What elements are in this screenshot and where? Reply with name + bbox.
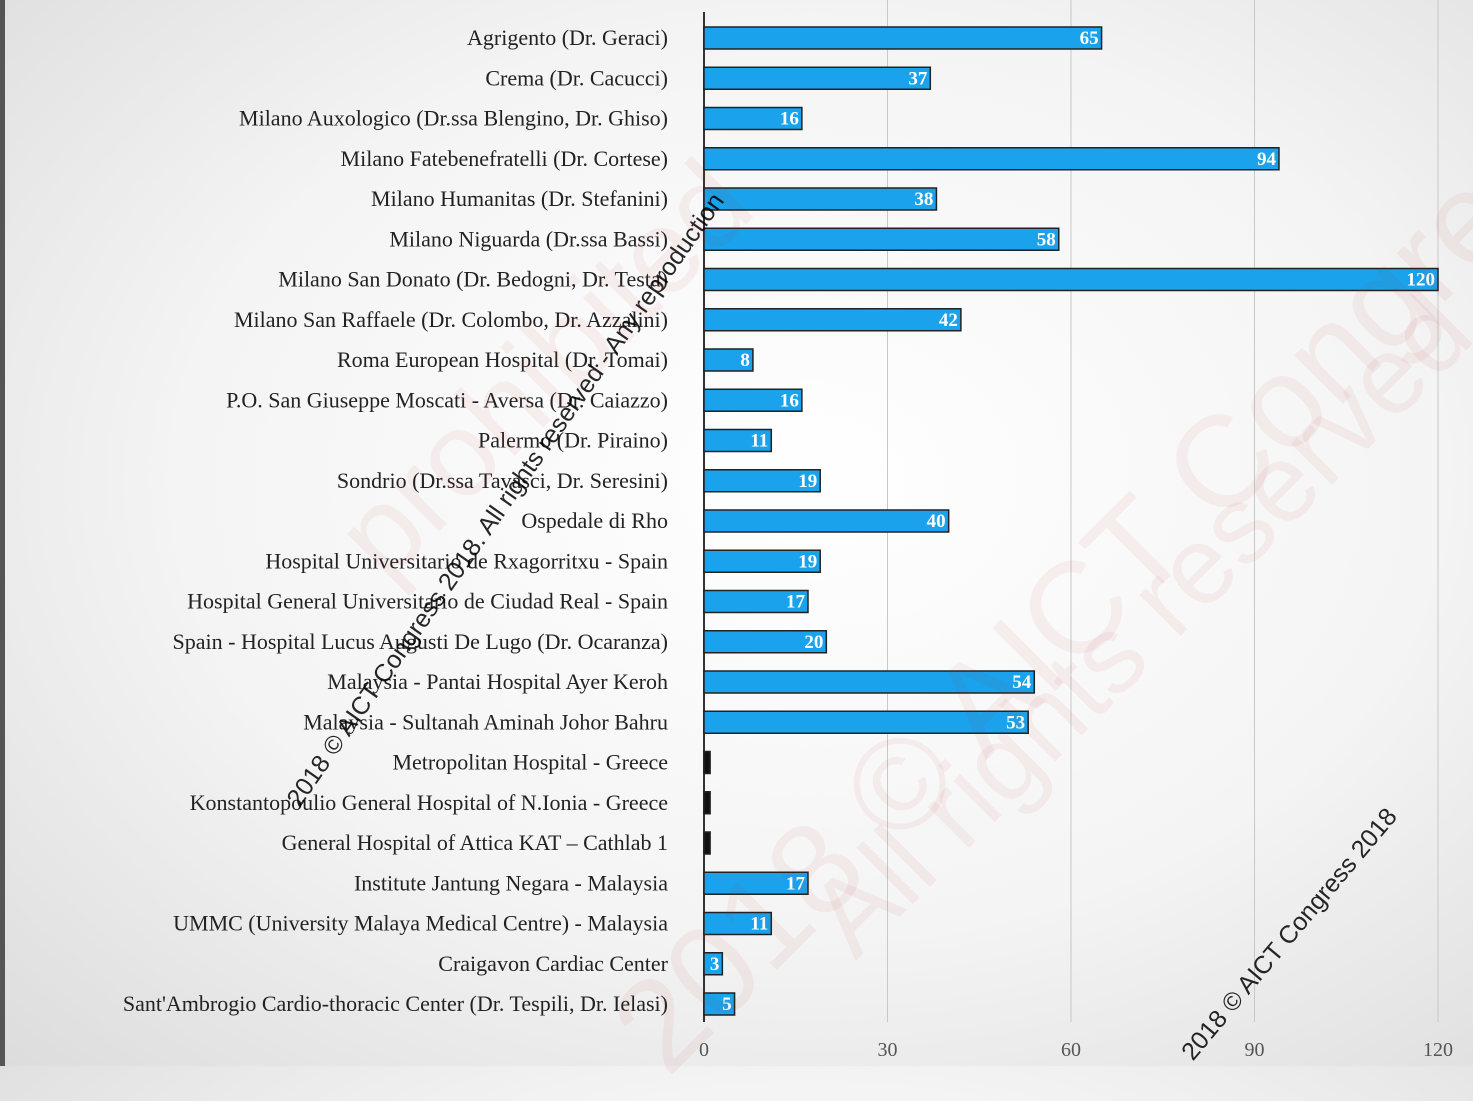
bar [703, 871, 809, 895]
category-label: Malaysia - Sultanah Aminah Johor Bahru [303, 709, 668, 734]
category-label: Crema (Dr. Cacucci) [485, 65, 668, 90]
bar [703, 187, 938, 211]
category-label: Spain - Hospital Lucus Augusti De Lugo (… [173, 629, 669, 654]
category-label: Agrigento (Dr. Geraci) [467, 25, 668, 50]
bar [703, 750, 711, 775]
bar-value-label: 5 [722, 994, 732, 1015]
bar-layer [703, 26, 1439, 1016]
category-label: General Hospital of Attica KAT – Cathlab… [282, 830, 668, 855]
bar [703, 348, 754, 372]
bar [703, 831, 711, 855]
x-tick-label: 120 [1423, 1039, 1453, 1061]
bar [703, 509, 950, 533]
bar [703, 428, 773, 453]
bar [703, 911, 773, 936]
left-frame-border [0, 0, 5, 1066]
bar [703, 549, 821, 573]
bar-value-label: 53 [1006, 712, 1025, 733]
bar [703, 26, 1103, 50]
bar [703, 227, 1060, 251]
x-tick-layer: 0 30 60 90 120 [699, 1039, 1453, 1061]
bar-value-label: 37 [908, 68, 928, 89]
category-label: Milano Fatebenefratelli (Dr. Cortese) [341, 146, 668, 171]
bar-value-label: 54 [1012, 672, 1032, 693]
category-label: Metropolitan Hospital - Greece [392, 750, 668, 775]
category-label: Milano San Donato (Dr. Bedogni, Dr. Test… [278, 267, 668, 292]
category-label: Milano Auxologico (Dr.ssa Blengino, Dr. … [239, 106, 668, 131]
category-label: Roma European Hospital (Dr. Tomai) [337, 347, 668, 372]
x-tick-label: 90 [1245, 1039, 1265, 1061]
category-label: Ospedale di Rho [521, 508, 668, 533]
category-label: Hospital Universitario de Rxagorritxu - … [265, 548, 668, 573]
bar [703, 308, 962, 332]
bar-value-label: 65 [1080, 28, 1099, 49]
bar-value-label: 16 [780, 109, 799, 130]
bar [703, 992, 736, 1016]
bar-value-label: 120 [1407, 270, 1436, 291]
x-tick-label: 30 [878, 1039, 898, 1061]
bar-value-label: 40 [927, 511, 946, 532]
bar [703, 388, 803, 412]
bar-value-label: 17 [786, 873, 806, 894]
bar-value-label: 11 [750, 914, 768, 935]
bar-value-label: 16 [780, 390, 799, 411]
category-label: Malaysia - Pantai Hospital Ayer Keroh [327, 669, 668, 694]
bar-value-label: 8 [740, 350, 750, 371]
category-label-layer: 65 Agrigento (Dr. Geraci) 37 Crema (Dr. Cac… [123, 25, 1435, 1016]
bar [703, 670, 1036, 694]
bar [703, 791, 711, 815]
bar [703, 66, 932, 90]
bar-value-label: 17 [786, 592, 806, 613]
bar [703, 952, 724, 976]
bar [703, 267, 1439, 292]
category-label: Sant'Ambrogio Cardio-thoracic Center (Dr… [123, 991, 668, 1016]
category-label: UMMC (University Malaya Medical Centre) … [173, 911, 668, 936]
bar-value-label: 58 [1037, 229, 1056, 250]
category-label: Milano San Raffaele (Dr. Colombo, Dr. Az… [234, 307, 668, 332]
category-label: Milano Niguarda (Dr.ssa Bassi) [389, 226, 668, 251]
hospital-bar-chart: 65 Agrigento (Dr. Geraci) 37 Crema (Dr. Cac… [123, 0, 1453, 1061]
bar [703, 589, 809, 614]
bar-value-label: 3 [710, 954, 720, 975]
bar-value-label: 94 [1257, 149, 1277, 170]
bar [703, 630, 828, 654]
bar [703, 147, 1280, 171]
x-tick-label: 0 [699, 1039, 709, 1061]
x-tick-label: 60 [1061, 1039, 1081, 1061]
bar-value-label: 11 [750, 431, 768, 452]
category-label: Sondrio (Dr.ssa Tavasci, Dr. Seresini) [337, 468, 668, 493]
category-label: Konstantopoulio General Hospital of N.Io… [190, 790, 668, 815]
category-label: Palermo (Dr. Piraino) [478, 428, 668, 453]
bar-value-label: 19 [798, 551, 817, 572]
category-label: P.O. San Giuseppe Moscati - Aversa (Dr. … [226, 387, 668, 412]
bar-value-label: 42 [939, 310, 958, 331]
category-label: Institute Jantung Negara - Malaysia [354, 870, 668, 895]
category-label: Craigavon Cardiac Center [438, 951, 668, 976]
bar-value-label: 38 [914, 189, 933, 210]
bar [703, 710, 1029, 734]
bar [703, 106, 803, 131]
category-label: Milano Humanitas (Dr. Stefanini) [371, 186, 668, 211]
bar-value-label: 19 [798, 471, 817, 492]
bar-value-label: 20 [804, 632, 823, 653]
bar [703, 469, 821, 493]
category-label: Hospital General Universitario de Ciudad… [187, 589, 668, 614]
